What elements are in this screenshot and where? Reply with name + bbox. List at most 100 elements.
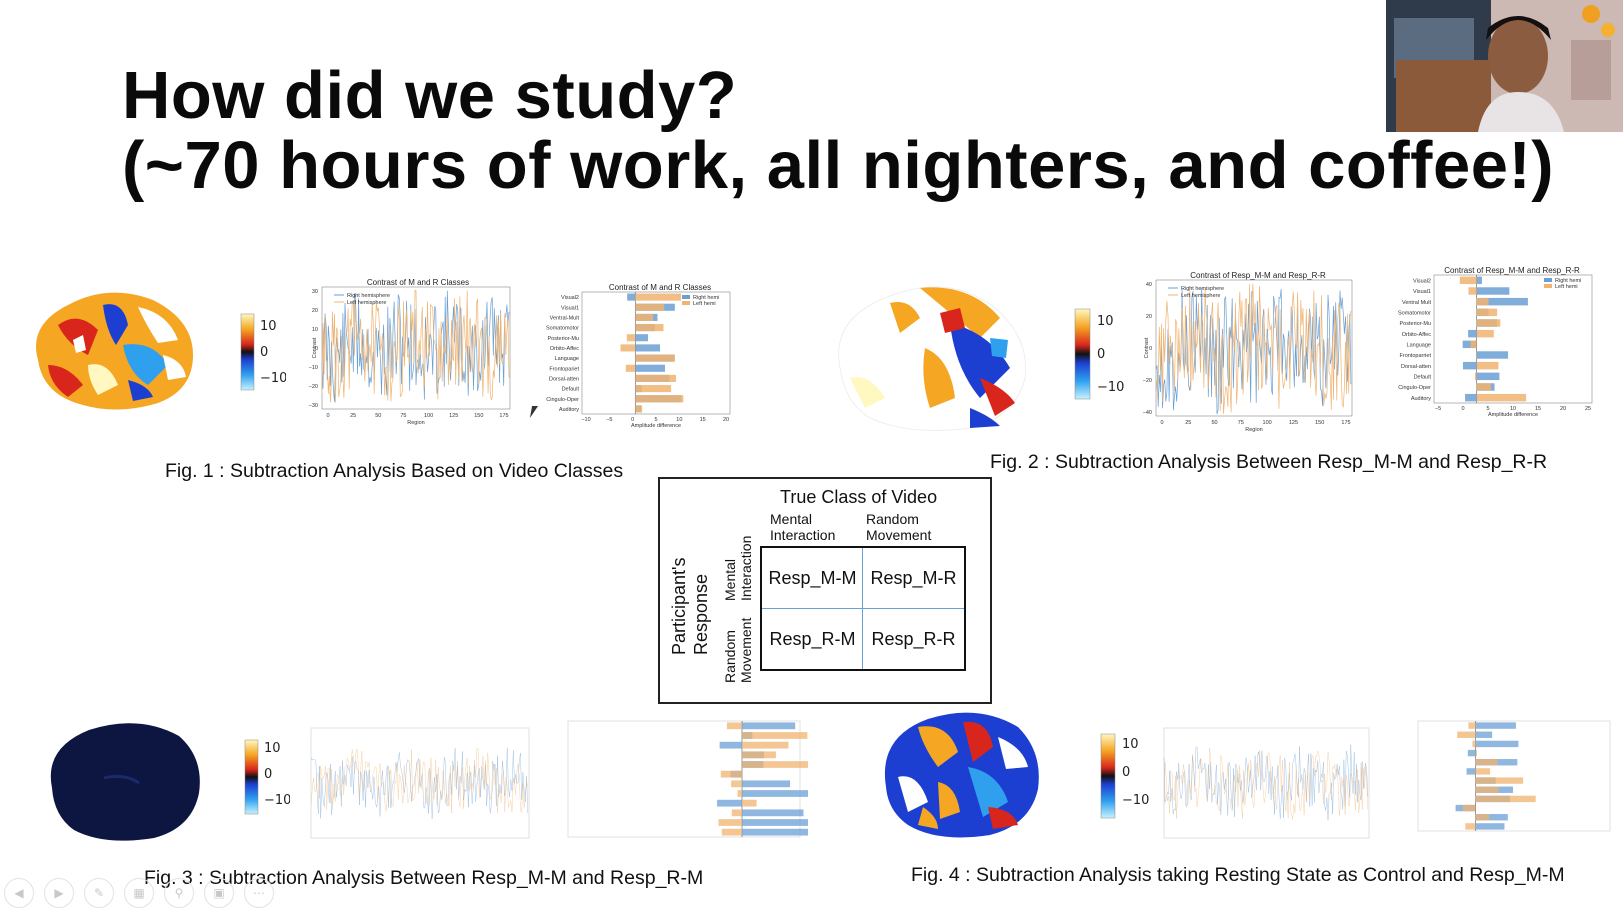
zoom-icon[interactable]: ⚲ <box>164 878 194 908</box>
bar <box>1476 361 1499 370</box>
category-label: Somatomotor <box>546 326 579 332</box>
confusion-matrix: True Class of Video Mental Interaction Ra… <box>658 477 992 704</box>
colorbar-mid-label: 0 <box>1122 765 1130 780</box>
x-tick-label: 0 <box>631 417 634 423</box>
bar <box>1459 276 1477 285</box>
x-tick-label: 0 <box>326 413 329 419</box>
pen-icon[interactable]: ✎ <box>84 878 114 908</box>
x-axis-label: Amplitude difference <box>631 423 681 429</box>
y-tick-label: 0 <box>315 346 318 352</box>
category-label: Orbito-Affec <box>1402 332 1431 338</box>
bar <box>1476 276 1482 285</box>
bar <box>717 799 742 807</box>
category-label: Ventral-Mult <box>550 315 580 321</box>
line-series-1 <box>310 748 529 814</box>
matrix-header: True Class of Video <box>780 487 938 507</box>
category-label: Language <box>1407 342 1431 348</box>
y-tick-label: 30 <box>312 289 318 295</box>
category-label: Orbito-Affec <box>550 346 579 352</box>
bar <box>635 374 677 382</box>
bar <box>1472 740 1476 748</box>
line-series-1 <box>1155 283 1352 414</box>
more-options-icon[interactable]: ⋯ <box>244 878 274 908</box>
bar <box>1475 768 1491 775</box>
y-tick-label: 10 <box>312 327 318 333</box>
fig1-caption: Fig. 1 : Subtraction Analysis Based on V… <box>165 460 624 482</box>
bar <box>731 780 742 788</box>
category-label: Default <box>1414 374 1432 380</box>
legend-entry: Right hemisphere <box>347 293 390 299</box>
bar <box>1465 823 1476 830</box>
x-tick-label: 0 <box>1461 406 1464 412</box>
bar <box>1462 340 1477 349</box>
line-series-0 <box>1163 744 1369 821</box>
mouse-cursor-icon <box>529 406 539 418</box>
x-tick-label: −10 <box>581 417 590 423</box>
bar <box>742 780 791 788</box>
bar <box>625 364 636 372</box>
bar <box>719 741 742 749</box>
x-tick-label: 15 <box>1535 406 1541 412</box>
y-tick-label: 0 <box>1149 346 1152 352</box>
fig1-bar-title: Contrast of M and R Classes <box>609 283 711 292</box>
fig4-line-chart <box>1158 722 1373 852</box>
category-label: Dorsal-atten <box>1401 364 1431 370</box>
category-label: Cingulo-Oper <box>1398 385 1431 391</box>
bar <box>742 722 796 730</box>
x-tick-label: 50 <box>375 413 381 419</box>
x-axis-label: Region <box>1245 427 1262 433</box>
bar <box>742 799 757 807</box>
bar <box>620 344 636 352</box>
bar <box>1475 823 1505 830</box>
bar <box>1476 372 1500 381</box>
x-tick-label: 25 <box>1185 420 1191 426</box>
next-slide-icon[interactable]: ▶ <box>44 878 74 908</box>
legend-entry: Right hemi <box>693 295 719 301</box>
fig1-line-chart: Contrast of M and R Classes Right hemisp… <box>308 275 523 450</box>
subtitles-icon[interactable]: ▣ <box>204 878 234 908</box>
bar <box>742 741 789 749</box>
bar <box>1465 393 1477 402</box>
category-label: Dorsal-atten <box>549 376 579 382</box>
bar <box>1476 383 1491 391</box>
bar <box>1475 777 1524 784</box>
bar <box>626 334 636 342</box>
previous-slide-icon[interactable]: ◀ <box>4 878 34 908</box>
x-tick-label: 5 <box>1486 406 1489 412</box>
x-tick-label: 10 <box>1510 406 1516 412</box>
bar <box>635 354 675 362</box>
x-tick-label: 15 <box>700 417 706 423</box>
colorbar-top-label: 10 <box>1097 314 1114 329</box>
bar <box>1476 329 1494 338</box>
fig4-colorbar: 10 0 −10 <box>1096 732 1151 827</box>
bar <box>1475 740 1519 748</box>
bar <box>635 313 654 321</box>
category-label: Visual1 <box>1413 289 1431 295</box>
y-axis-label: Contrast <box>1144 337 1150 358</box>
line-series-0 <box>321 290 510 402</box>
slides-grid-icon[interactable]: ▦ <box>124 878 154 908</box>
line-series-1 <box>321 289 510 403</box>
fig1-brain-map <box>28 285 198 420</box>
fig2-bar-chart: Contrast of Resp_M-M and Resp_R-R Visual… <box>1382 265 1602 445</box>
fig3-caption: Fig. 3 : Subtraction Analysis Between Re… <box>144 867 704 889</box>
bar <box>1476 308 1498 317</box>
matrix-col1-label: Mental Interaction <box>770 511 836 543</box>
legend-entry: Left hemi <box>1555 284 1578 290</box>
bar <box>1468 329 1477 338</box>
legend-entry: Right hemi <box>1555 278 1581 284</box>
category-label: Visual2 <box>561 295 579 301</box>
bar <box>1475 749 1477 757</box>
x-tick-label: 125 <box>1289 420 1298 426</box>
legend-entry: Left hemisphere <box>347 300 386 306</box>
bar <box>1474 372 1477 381</box>
category-label: Somatomotor <box>1398 310 1431 316</box>
bar <box>635 344 661 352</box>
y-tick-label: 40 <box>1146 282 1152 288</box>
bar <box>627 293 636 301</box>
fig2-caption: Fig. 2 : Subtraction Analysis Between Re… <box>990 451 1548 473</box>
bar <box>1475 814 1508 821</box>
bar <box>635 324 664 332</box>
bar <box>635 334 649 342</box>
bar <box>726 722 742 730</box>
